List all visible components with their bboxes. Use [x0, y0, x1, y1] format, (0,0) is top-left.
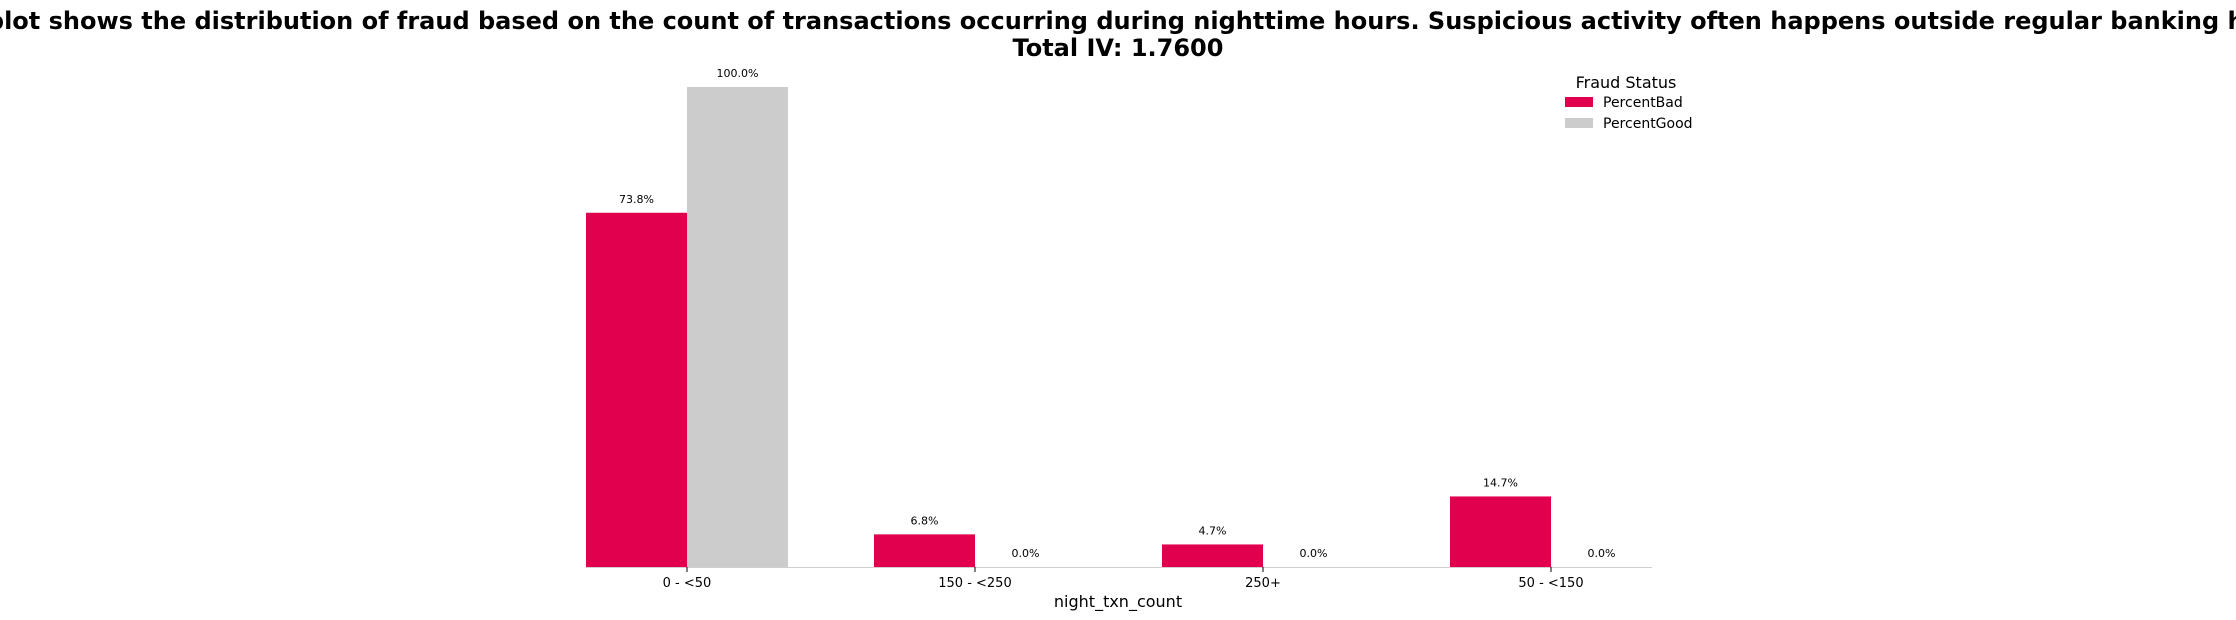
data-label-percentbad-1: 6.8%: [911, 514, 939, 527]
bar-percentbad-3: [1450, 496, 1551, 567]
x-axis: 0 - <50 150 - <250 250+ 50 - <150: [663, 567, 1584, 591]
data-label-percentgood-1: 0.0%: [1012, 547, 1040, 560]
bar-percentbad-2: [1162, 544, 1263, 567]
data-label-percentbad-0: 73.8%: [619, 193, 654, 206]
x-axis-label: night_txn_count: [1054, 592, 1182, 612]
x-tick-label-2: 250+: [1245, 576, 1281, 591]
data-label-percentgood-3: 0.0%: [1588, 547, 1616, 560]
x-tick-label-1: 150 - <250: [938, 576, 1011, 591]
data-label-percentgood-2: 0.0%: [1300, 547, 1328, 560]
chart-subtitle: Total IV: 1.7600: [1013, 34, 1224, 62]
data-label-percentbad-3: 14.7%: [1483, 476, 1518, 489]
legend-swatch-percentbad: [1565, 97, 1593, 107]
bar-percentgood-0: [687, 87, 788, 567]
legend-items: PercentBad PercentGood: [1565, 95, 1693, 132]
legend-label-percentbad: PercentBad: [1603, 95, 1683, 111]
legend-label-percentgood: PercentGood: [1603, 116, 1693, 132]
bars-layer: 73.8% 100.0% 6.8% 0.0% 4.7% 0.0% 14.7% 0.0%: [586, 67, 1652, 568]
data-label-percentgood-0: 100.0%: [717, 67, 759, 80]
legend: Fraud Status PercentBad PercentGood: [1565, 73, 1693, 132]
x-tick-label-3: 50 - <150: [1518, 576, 1583, 591]
bar-percentbad-0: [586, 212, 687, 567]
legend-swatch-percentgood: [1565, 118, 1593, 128]
x-tick-label-0: 0 - <50: [663, 576, 712, 591]
chart-title: This plot shows the distribution of frau…: [0, 7, 2236, 35]
legend-title: Fraud Status: [1576, 73, 1677, 92]
bar-percentbad-1: [874, 534, 975, 567]
data-label-percentbad-2: 4.7%: [1199, 524, 1227, 537]
